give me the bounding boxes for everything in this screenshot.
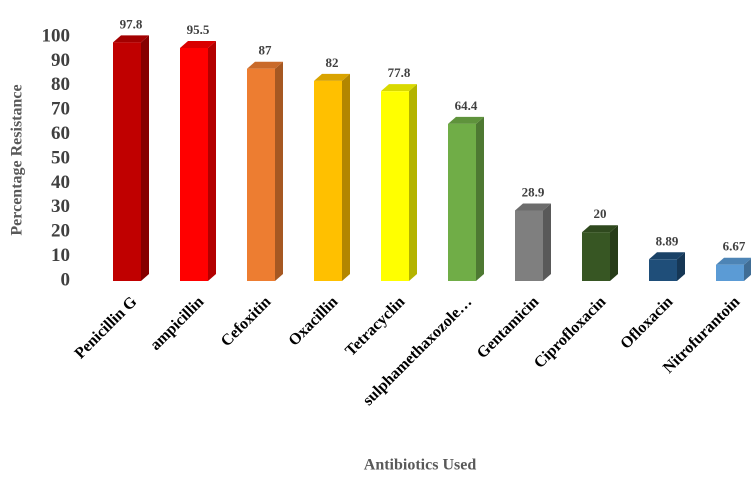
bar-side <box>677 252 685 281</box>
y-tick-label: 10 <box>51 245 70 266</box>
bar <box>247 68 275 281</box>
x-tick-label: Oxacillin <box>285 293 341 349</box>
bar-side <box>610 225 618 281</box>
bar-side <box>543 203 551 281</box>
y-tick-label: 40 <box>51 172 70 193</box>
data-label: 64.4 <box>455 98 478 113</box>
bar <box>649 259 677 281</box>
bar <box>716 264 744 281</box>
y-tick-label: 100 <box>42 25 71 46</box>
bar-top <box>716 257 751 265</box>
bar <box>515 210 543 281</box>
x-tick-label: sulphamethaxozole… <box>360 293 476 409</box>
bar <box>448 123 476 281</box>
bar <box>314 80 342 281</box>
data-label: 28.9 <box>522 184 545 199</box>
data-label: 97.8 <box>120 16 143 31</box>
y-tick-label: 20 <box>51 221 70 242</box>
bar-top <box>247 61 283 69</box>
bar <box>582 232 610 281</box>
x-tick-label: Tetracyclin <box>342 293 408 359</box>
y-tick-label: 70 <box>51 99 70 120</box>
data-label: 95.5 <box>187 22 210 37</box>
bar-top <box>582 225 618 233</box>
y-tick-label: 0 <box>61 269 71 290</box>
bar-side <box>342 73 350 281</box>
bar-top <box>113 35 149 43</box>
bar <box>113 42 141 282</box>
y-axis-title: Percentage Resistance <box>9 84 26 235</box>
data-label: 20 <box>594 206 607 221</box>
bar-side <box>141 35 149 282</box>
y-tick-label: 50 <box>51 147 70 168</box>
bar-side <box>409 84 417 281</box>
data-label: 87 <box>259 43 273 58</box>
x-tick-label: Ciprofloxacin <box>531 293 610 372</box>
bar-side <box>208 40 216 282</box>
x-tick-label: Gentamicin <box>474 293 543 362</box>
data-label: 6.67 <box>723 239 746 254</box>
y-tick-label: 60 <box>51 123 70 144</box>
x-tick-label: Penicillin G <box>72 293 141 362</box>
bar-side <box>476 116 484 281</box>
data-label: 8.89 <box>656 233 679 248</box>
data-label: 82 <box>326 55 339 70</box>
bar-top <box>381 84 417 92</box>
bar-side <box>275 61 283 281</box>
data-label: 77.8 <box>388 65 411 80</box>
y-tick-label: 80 <box>51 74 70 95</box>
x-tick-label: Cefoxitin <box>218 293 275 350</box>
x-tick-label: Ofloxacin <box>617 293 676 352</box>
bar-top <box>180 40 216 48</box>
bar <box>381 91 409 281</box>
bar <box>180 47 208 282</box>
y-tick-label: 30 <box>51 196 70 217</box>
bar-top <box>515 203 551 211</box>
x-tick-label: ampicillin <box>147 293 207 353</box>
bar-top <box>448 116 484 124</box>
bar-top <box>649 252 685 260</box>
y-tick-label: 90 <box>51 50 70 71</box>
x-axis-title: Antibiotics Used <box>364 457 477 474</box>
bar-side <box>744 258 751 281</box>
bar-top <box>314 73 350 81</box>
